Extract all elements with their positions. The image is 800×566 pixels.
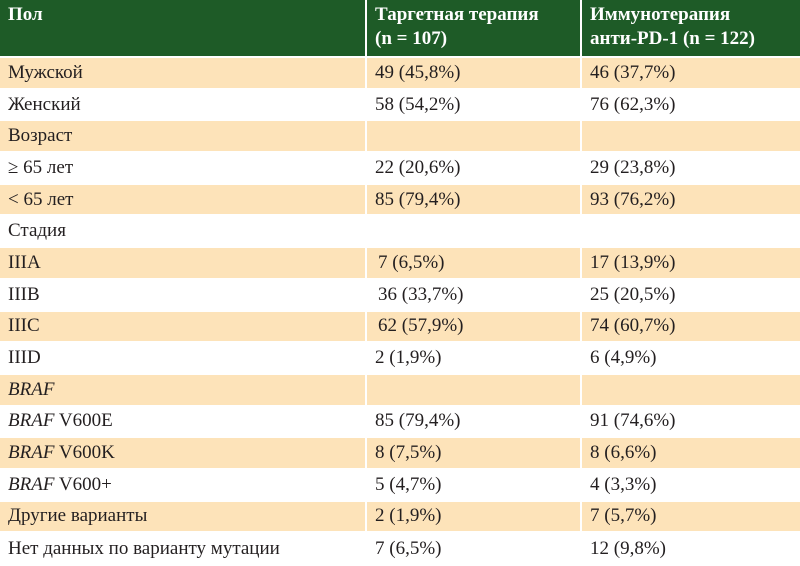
row-value-immuno: 91 (74,6%) [581,404,800,438]
row-value-immuno: 29 (23,8%) [581,151,800,184]
row-label: IIIA [0,246,367,279]
row-label: BRAF [0,372,367,406]
table-row: IIIB 36 (33,7%) 25 (20,5%) [0,277,800,311]
row-value-targeted: 7 (6,5%) [366,246,582,279]
table-row: BRAF V600+ 5 (4,7%) 4 (3,3%) [0,467,800,501]
row-value-immuno: 93 (76,2%) [581,182,800,216]
row-value-immuno: 74 (60,7%) [581,309,800,343]
row-label: Нет данных по варианту мутации [0,531,367,564]
header-row: Пол Таргетная терапия (n = 107) Иммуноте… [0,0,800,57]
variant-name: V600K [54,442,115,464]
header-sex: Пол [0,0,367,57]
row-label: IIIB [0,277,367,311]
row-value-targeted: 22 (20,6%) [366,151,582,184]
row-value-immuno: 76 (62,3%) [581,87,800,121]
row-value-targeted: 2 (1,9%) [366,341,582,374]
variant-name: V600+ [54,473,112,495]
row-label: BRAF V600+ [0,467,367,501]
table-row: BRAF V600E 85 (79,4%) 91 (74,6%) [0,404,800,438]
row-label: IIIC [0,309,367,343]
row-value-immuno: 8 (6,6%) [581,436,800,469]
variant-name: V600E [54,410,113,432]
table-row: BRAF [0,372,800,406]
row-value-targeted [366,119,582,153]
header-targeted-therapy: Таргетная терапия (n = 107) [366,0,582,57]
row-label: IIID [0,341,367,374]
row-value-immuno: 7 (5,7%) [581,499,800,533]
table-row: IIIC 62 (57,9%) 74 (60,7%) [0,309,800,343]
row-value-immuno [581,372,800,406]
header-immuno-title: Иммунотерапия [590,4,731,25]
table-row: IIIA 7 (6,5%) 17 (13,9%) [0,246,800,279]
row-value-targeted: 2 (1,9%) [366,499,582,533]
row-value-targeted: 49 (45,8%) [366,56,582,89]
row-value-targeted: 85 (79,4%) [366,404,582,438]
row-value-immuno [581,214,800,248]
row-value-targeted: 85 (79,4%) [366,182,582,216]
row-label: BRAF V600K [0,436,367,469]
table-row: ≥ 65 лет 22 (20,6%) 29 (23,8%) [0,151,800,184]
row-value-immuno: 25 (20,5%) [581,277,800,311]
gene-name: BRAF [8,473,55,495]
table-row: Стадия [0,214,800,248]
row-value-immuno: 17 (13,9%) [581,246,800,279]
table-row: Другие варианты 2 (1,9%) 7 (5,7%) [0,499,800,533]
row-value-targeted: 58 (54,2%) [366,87,582,121]
row-value-immuno: 4 (3,3%) [581,467,800,501]
row-label: Другие варианты [0,499,367,533]
table-row: Возраст [0,119,800,153]
row-value-targeted: 62 (57,9%) [366,309,582,343]
row-value-targeted: 36 (33,7%) [366,277,582,311]
row-value-targeted: 5 (4,7%) [366,467,582,501]
row-label: Женский [0,87,367,121]
row-value-targeted [366,214,582,248]
row-label: < 65 лет [0,182,367,216]
table-row: IIID 2 (1,9%) 6 (4,9%) [0,341,800,374]
row-value-immuno: 12 (9,8%) [581,531,800,564]
gene-name: BRAF [8,378,55,400]
row-value-targeted [366,372,582,406]
table-row: < 65 лет 85 (79,4%) 93 (76,2%) [0,182,800,216]
row-label: Стадия [0,214,367,248]
table-row: Женский 58 (54,2%) 76 (62,3%) [0,87,800,121]
row-value-targeted: 7 (6,5%) [366,531,582,564]
row-label: BRAF V600E [0,404,367,438]
row-value-immuno: 46 (37,7%) [581,56,800,89]
header-targeted-n: (n = 107) [375,28,448,49]
header-immunotherapy: Иммунотерапия анти-PD-1 (n = 122) [581,0,800,57]
table-row: Нет данных по варианту мутации 7 (6,5%) … [0,531,800,564]
header-immuno-n: анти-PD-1 (n = 122) [590,28,756,49]
table-row: BRAF V600K 8 (7,5%) 8 (6,6%) [0,436,800,469]
row-value-targeted: 8 (7,5%) [366,436,582,469]
row-label: Возраст [0,119,367,153]
table-row: Мужской 49 (45,8%) 46 (37,7%) [0,56,800,89]
gene-name: BRAF [8,410,55,432]
gene-name: BRAF [8,442,55,464]
header-targeted-title: Таргетная терапия [375,4,539,25]
row-value-immuno: 6 (4,9%) [581,341,800,374]
row-label: ≥ 65 лет [0,151,367,184]
row-label: Мужской [0,56,367,89]
row-value-immuno [581,119,800,153]
